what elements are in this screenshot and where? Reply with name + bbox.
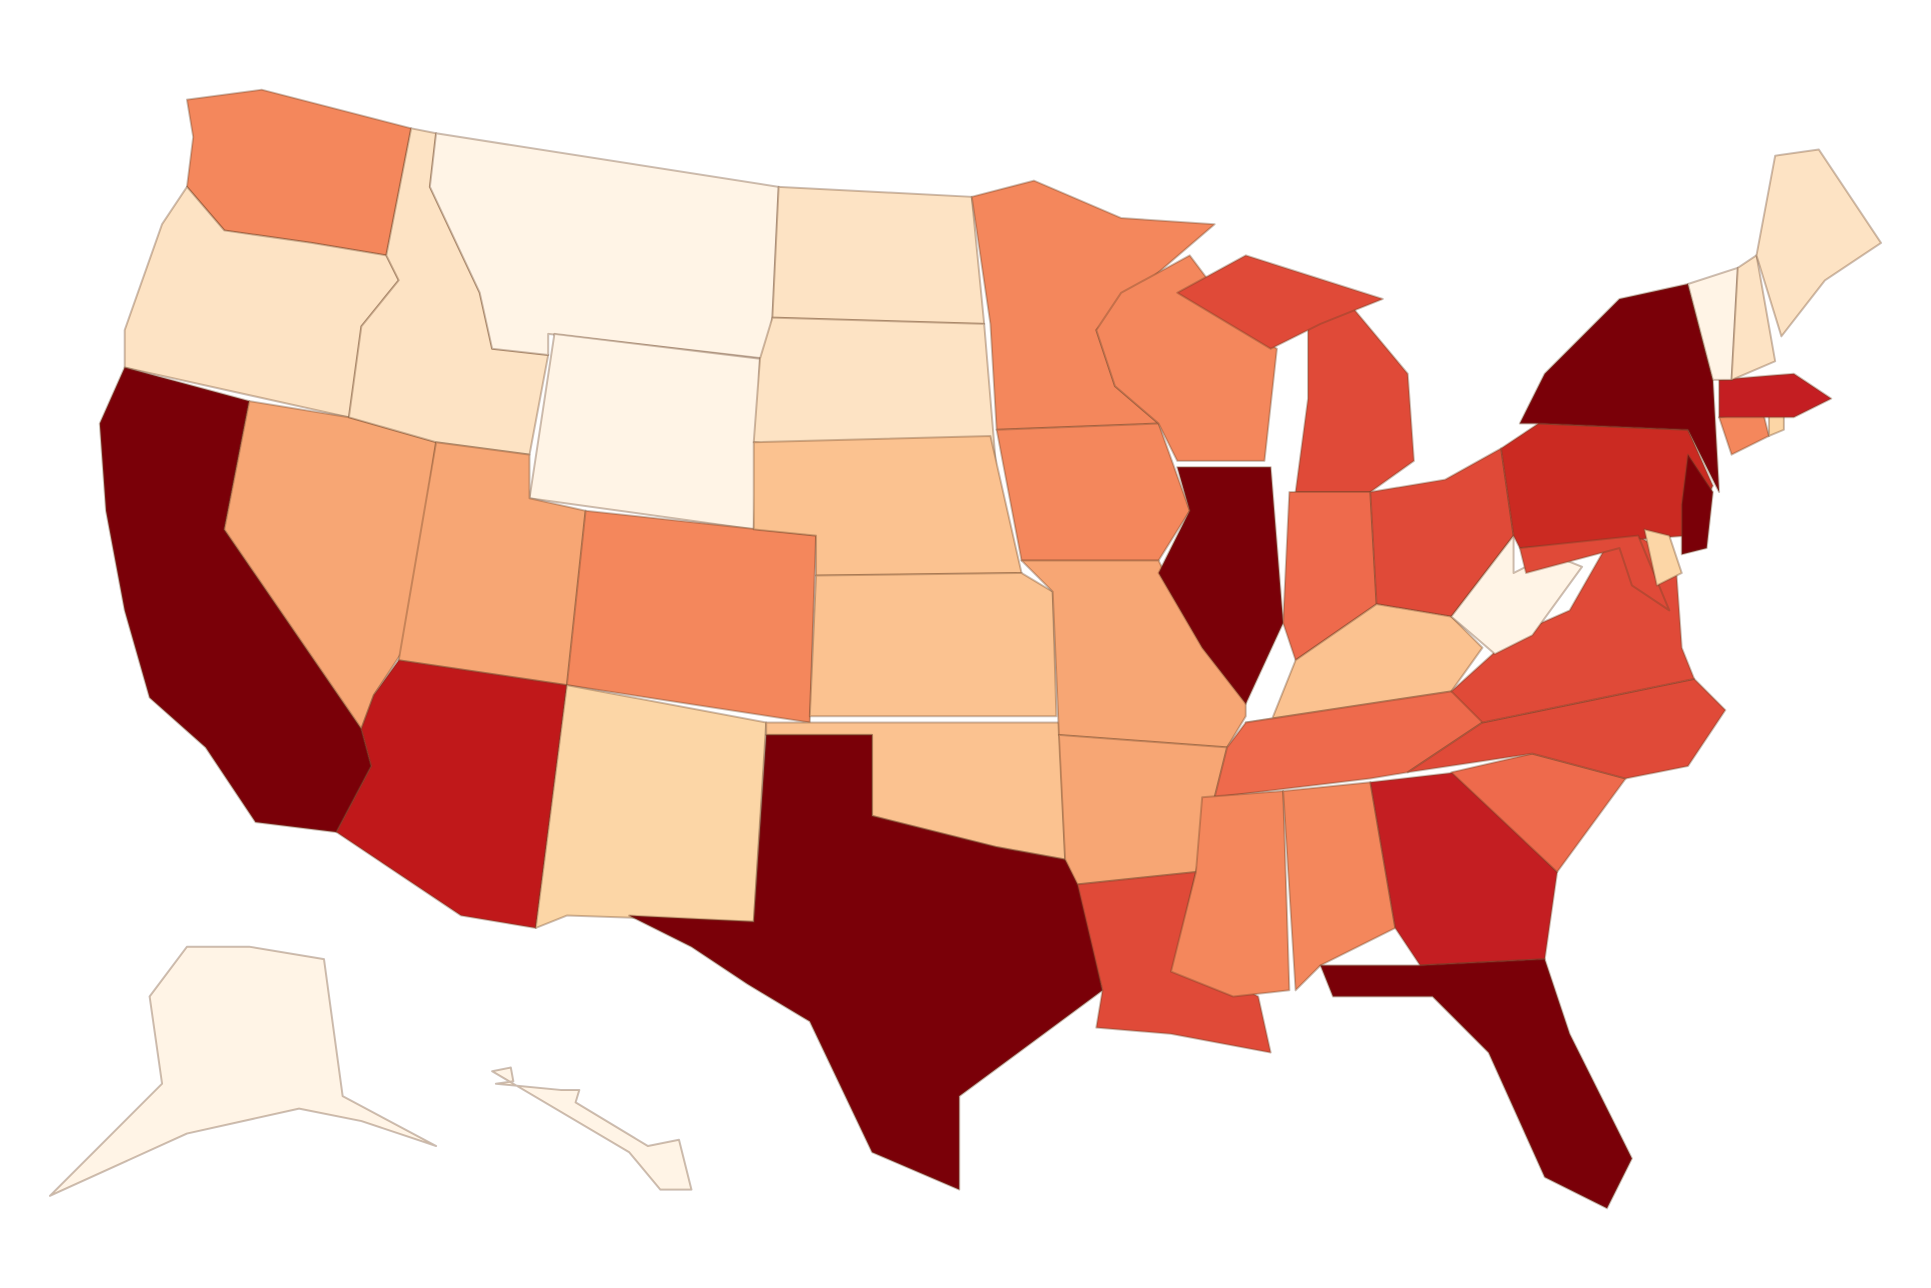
state [628, 733, 1104, 1191]
state [1282, 781, 1397, 992]
state [335, 659, 568, 930]
state [491, 1066, 693, 1191]
state [565, 509, 818, 724]
state [528, 332, 761, 531]
state [1518, 534, 1671, 612]
state [1406, 677, 1727, 780]
state [1730, 254, 1777, 381]
state [1294, 297, 1415, 494]
state [1643, 528, 1683, 587]
state [771, 185, 986, 325]
state [1755, 148, 1883, 338]
state [1157, 466, 1285, 705]
state [808, 572, 1058, 718]
state [1680, 453, 1714, 556]
state [1244, 603, 1484, 724]
state [995, 422, 1191, 562]
state [534, 684, 768, 930]
state [1176, 254, 1384, 350]
state [48, 945, 438, 1197]
state [1319, 958, 1633, 1210]
state [223, 400, 438, 730]
state [1718, 372, 1833, 419]
